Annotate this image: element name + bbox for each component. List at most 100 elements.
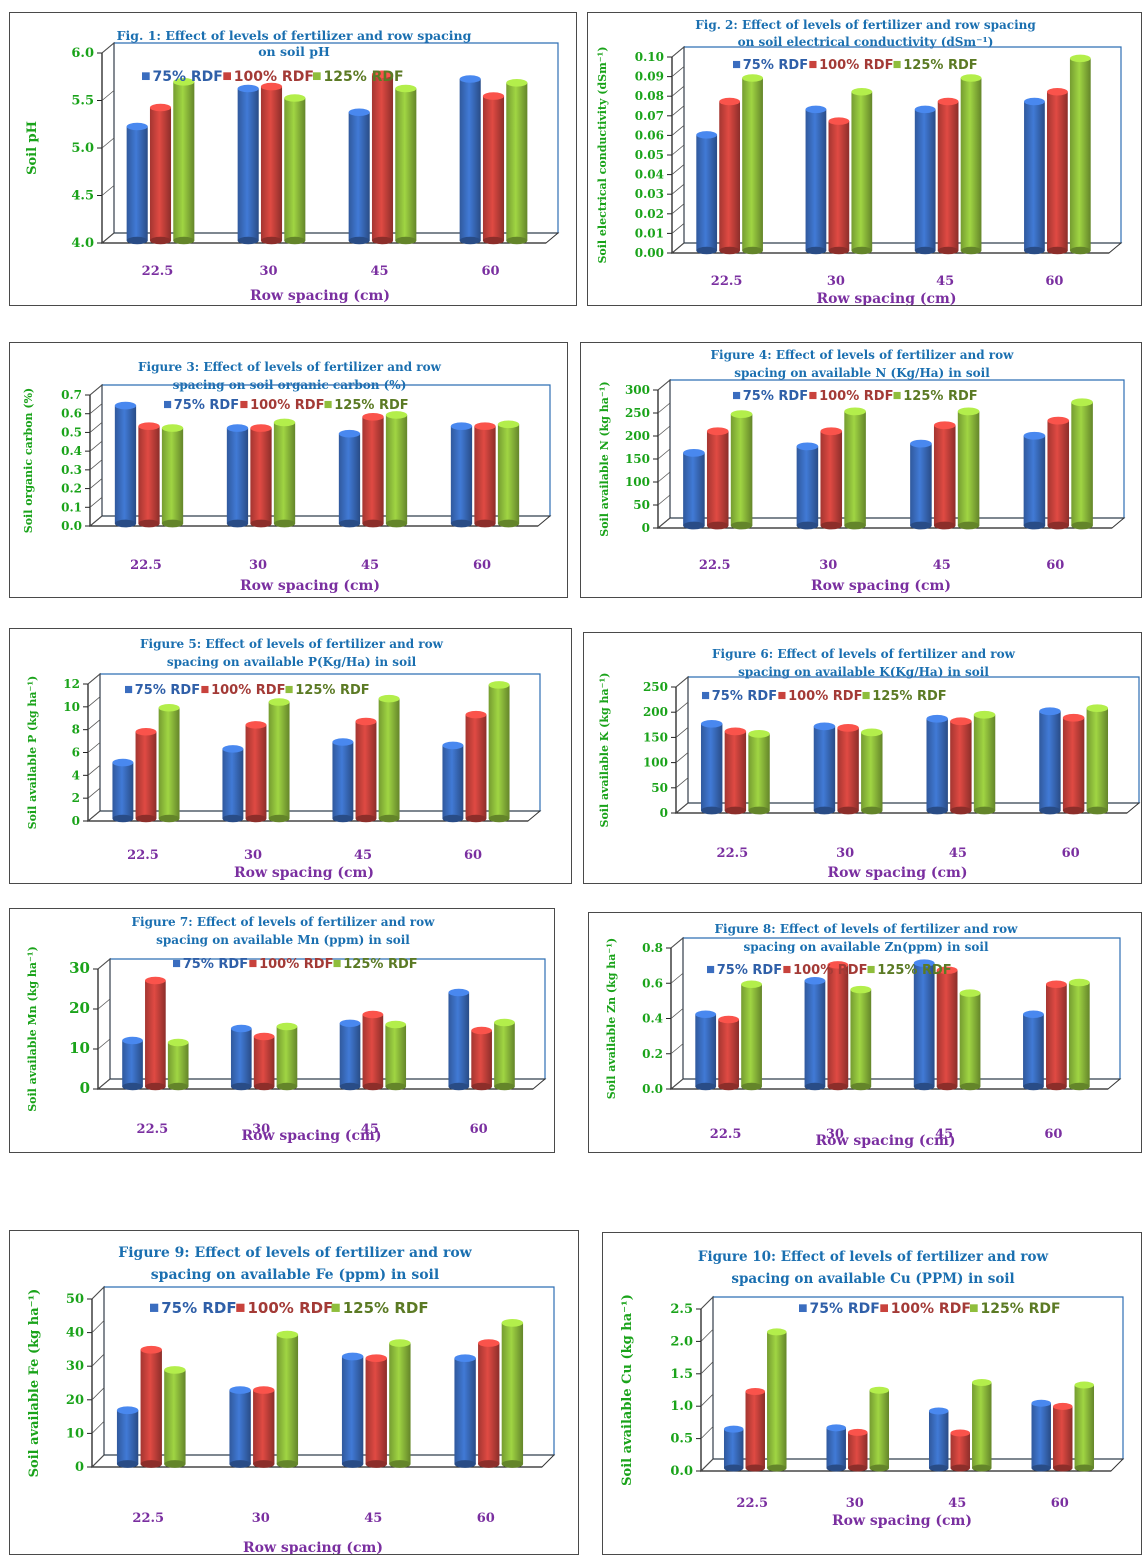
y-tick-depth	[87, 787, 101, 799]
y-tick-label: 0.08	[635, 89, 664, 103]
bar-s100-30	[837, 723, 859, 815]
y-tick-depth	[101, 137, 115, 149]
bar-s75-45	[910, 439, 932, 530]
chart-svg-6: Figure 6: Effect of levels of fertilizer…	[598, 647, 1141, 881]
y-tick-depth	[657, 471, 671, 483]
x-axis-label: Row spacing (cm)	[816, 1133, 956, 1149]
chart-panel-2: Fig. 2: Effect of levels of fertilizer a…	[587, 12, 1142, 306]
bar-s100-30	[828, 117, 850, 255]
x-tick-label: 45	[361, 558, 379, 573]
svg-text:100% RDF: 100% RDF	[819, 58, 893, 73]
svg-text:100% RDF: 100% RDF	[793, 963, 867, 978]
x-tick-label: 22.5	[142, 264, 174, 279]
y-tick-label: 100	[643, 756, 668, 770]
bar-s100-60	[478, 1339, 500, 1468]
y-tick-depth	[91, 1286, 105, 1300]
x-tick-label: 60	[477, 1511, 495, 1526]
bar-s125-30	[273, 418, 296, 528]
legend-item-s125: 125% RDF	[285, 683, 370, 698]
y-tick-depth	[671, 105, 685, 117]
x-tick-label: 45	[361, 1122, 379, 1137]
y-tick-depth	[89, 496, 103, 508]
bar-s100-22.5	[724, 727, 747, 815]
x-tick-label: 30	[244, 848, 262, 863]
y-tick-depth	[700, 1361, 714, 1375]
x-tick-label: 60	[470, 1122, 488, 1137]
plot-side-wall	[91, 1285, 105, 1469]
x-tick-label: 30	[836, 846, 854, 861]
y-tick-label: 0	[660, 806, 668, 820]
legend-item-s75: 75% RDF	[733, 58, 808, 73]
y-tick-label: 0.3	[61, 463, 82, 477]
x-tick-label: 22.5	[137, 1122, 169, 1137]
bar-s100-45	[362, 1010, 384, 1091]
bar-s100-30	[260, 82, 283, 245]
bar-s125-22.5	[748, 730, 770, 815]
svg-text:75% RDF: 75% RDF	[717, 963, 782, 978]
y-tick-label: 0.2	[642, 1047, 663, 1061]
legend-item-s75: 75% RDF	[707, 963, 782, 978]
bar-s100-30	[245, 721, 267, 823]
x-tick-label: 60	[1062, 846, 1080, 861]
x-axis-label: Row spacing (cm)	[250, 288, 390, 304]
y-tick-depth	[101, 90, 115, 101]
bar-s75-30	[796, 442, 819, 530]
bar-s125-60	[488, 681, 510, 823]
y-tick-depth	[87, 765, 101, 776]
svg-text:125% RDF: 125% RDF	[903, 389, 977, 404]
x-tick-label: 30	[846, 1496, 864, 1511]
chart-panel-1: Fig. 1: Effect of levels of fertilizer a…	[9, 12, 577, 306]
chart-svg-9: Figure 9: Effect of levels of fertilizer…	[27, 1245, 556, 1554]
bar-s100-22.5	[140, 1345, 162, 1468]
plot-side-wall	[97, 957, 111, 1091]
bar-s75-60	[459, 75, 481, 245]
bar-s100-45	[355, 717, 377, 823]
svg-text:125% RDF: 125% RDF	[334, 398, 408, 413]
bar-s75-60	[448, 988, 470, 1091]
x-tick-label: 22.5	[711, 274, 743, 289]
chart-panel-8: Figure 8: Effect of levels of fertilizer…	[588, 912, 1142, 1153]
bar-s125-30	[851, 88, 873, 255]
bar-s125-60	[497, 420, 520, 528]
x-axis-label: Row spacing (cm)	[828, 865, 968, 881]
y-tick-depth	[657, 448, 671, 460]
legend-item-s100: 100% RDF	[223, 69, 314, 85]
y-tick-depth	[657, 402, 671, 414]
legend-item-s75: 75% RDF	[799, 1301, 880, 1317]
bar-s75-45	[338, 429, 361, 528]
bar-s75-22.5	[700, 719, 723, 815]
y-tick-label: 0	[75, 1460, 84, 1475]
chart-panel-6: Figure 6: Effect of levels of fertilizer…	[583, 632, 1142, 884]
y-tick-label: 250	[625, 406, 650, 420]
bar-s100-45	[950, 1429, 970, 1472]
y-tick-label: 100	[625, 475, 650, 489]
y-tick-depth	[671, 242, 685, 254]
bar-s125-45	[959, 989, 981, 1091]
x-tick-label: 22.5	[736, 1496, 768, 1511]
y-tick-label: 10	[66, 1426, 84, 1441]
y-tick-label: 30	[66, 1359, 84, 1374]
y-tick-depth	[91, 1387, 105, 1401]
y-tick-label: 2.5	[670, 1302, 693, 1317]
x-tick-label: 45	[935, 1127, 953, 1142]
y-tick-label: 0.06	[635, 128, 664, 142]
y-tick-label: 0	[642, 521, 650, 535]
bar-s125-30	[268, 698, 290, 823]
x-tick-label: 60	[1044, 1127, 1062, 1142]
chart-title-line: Figure 7: Effect of levels of fertilizer…	[132, 915, 436, 929]
chart-svg-8: Figure 8: Effect of levels of fertilizer…	[605, 922, 1122, 1149]
bar-s125-22.5	[741, 980, 762, 1091]
bar-s125-30	[276, 1022, 298, 1091]
y-tick-depth	[675, 727, 689, 738]
bar-s75-45	[928, 1407, 949, 1472]
y-tick-depth	[91, 1421, 105, 1434]
y-tick-depth	[97, 1038, 111, 1050]
y-tick-depth	[657, 517, 671, 529]
chart-svg-3: Figure 3: Effect of levels of fertilizer…	[22, 360, 552, 594]
chart-title-line: Figure 8: Effect of levels of fertilizer…	[715, 922, 1019, 936]
bar-s75-22.5	[696, 131, 718, 255]
y-tick-depth	[671, 203, 685, 215]
bar-s125-60	[1071, 398, 1093, 530]
x-tick-label: 22.5	[130, 558, 162, 573]
x-tick-label: 45	[370, 264, 388, 279]
